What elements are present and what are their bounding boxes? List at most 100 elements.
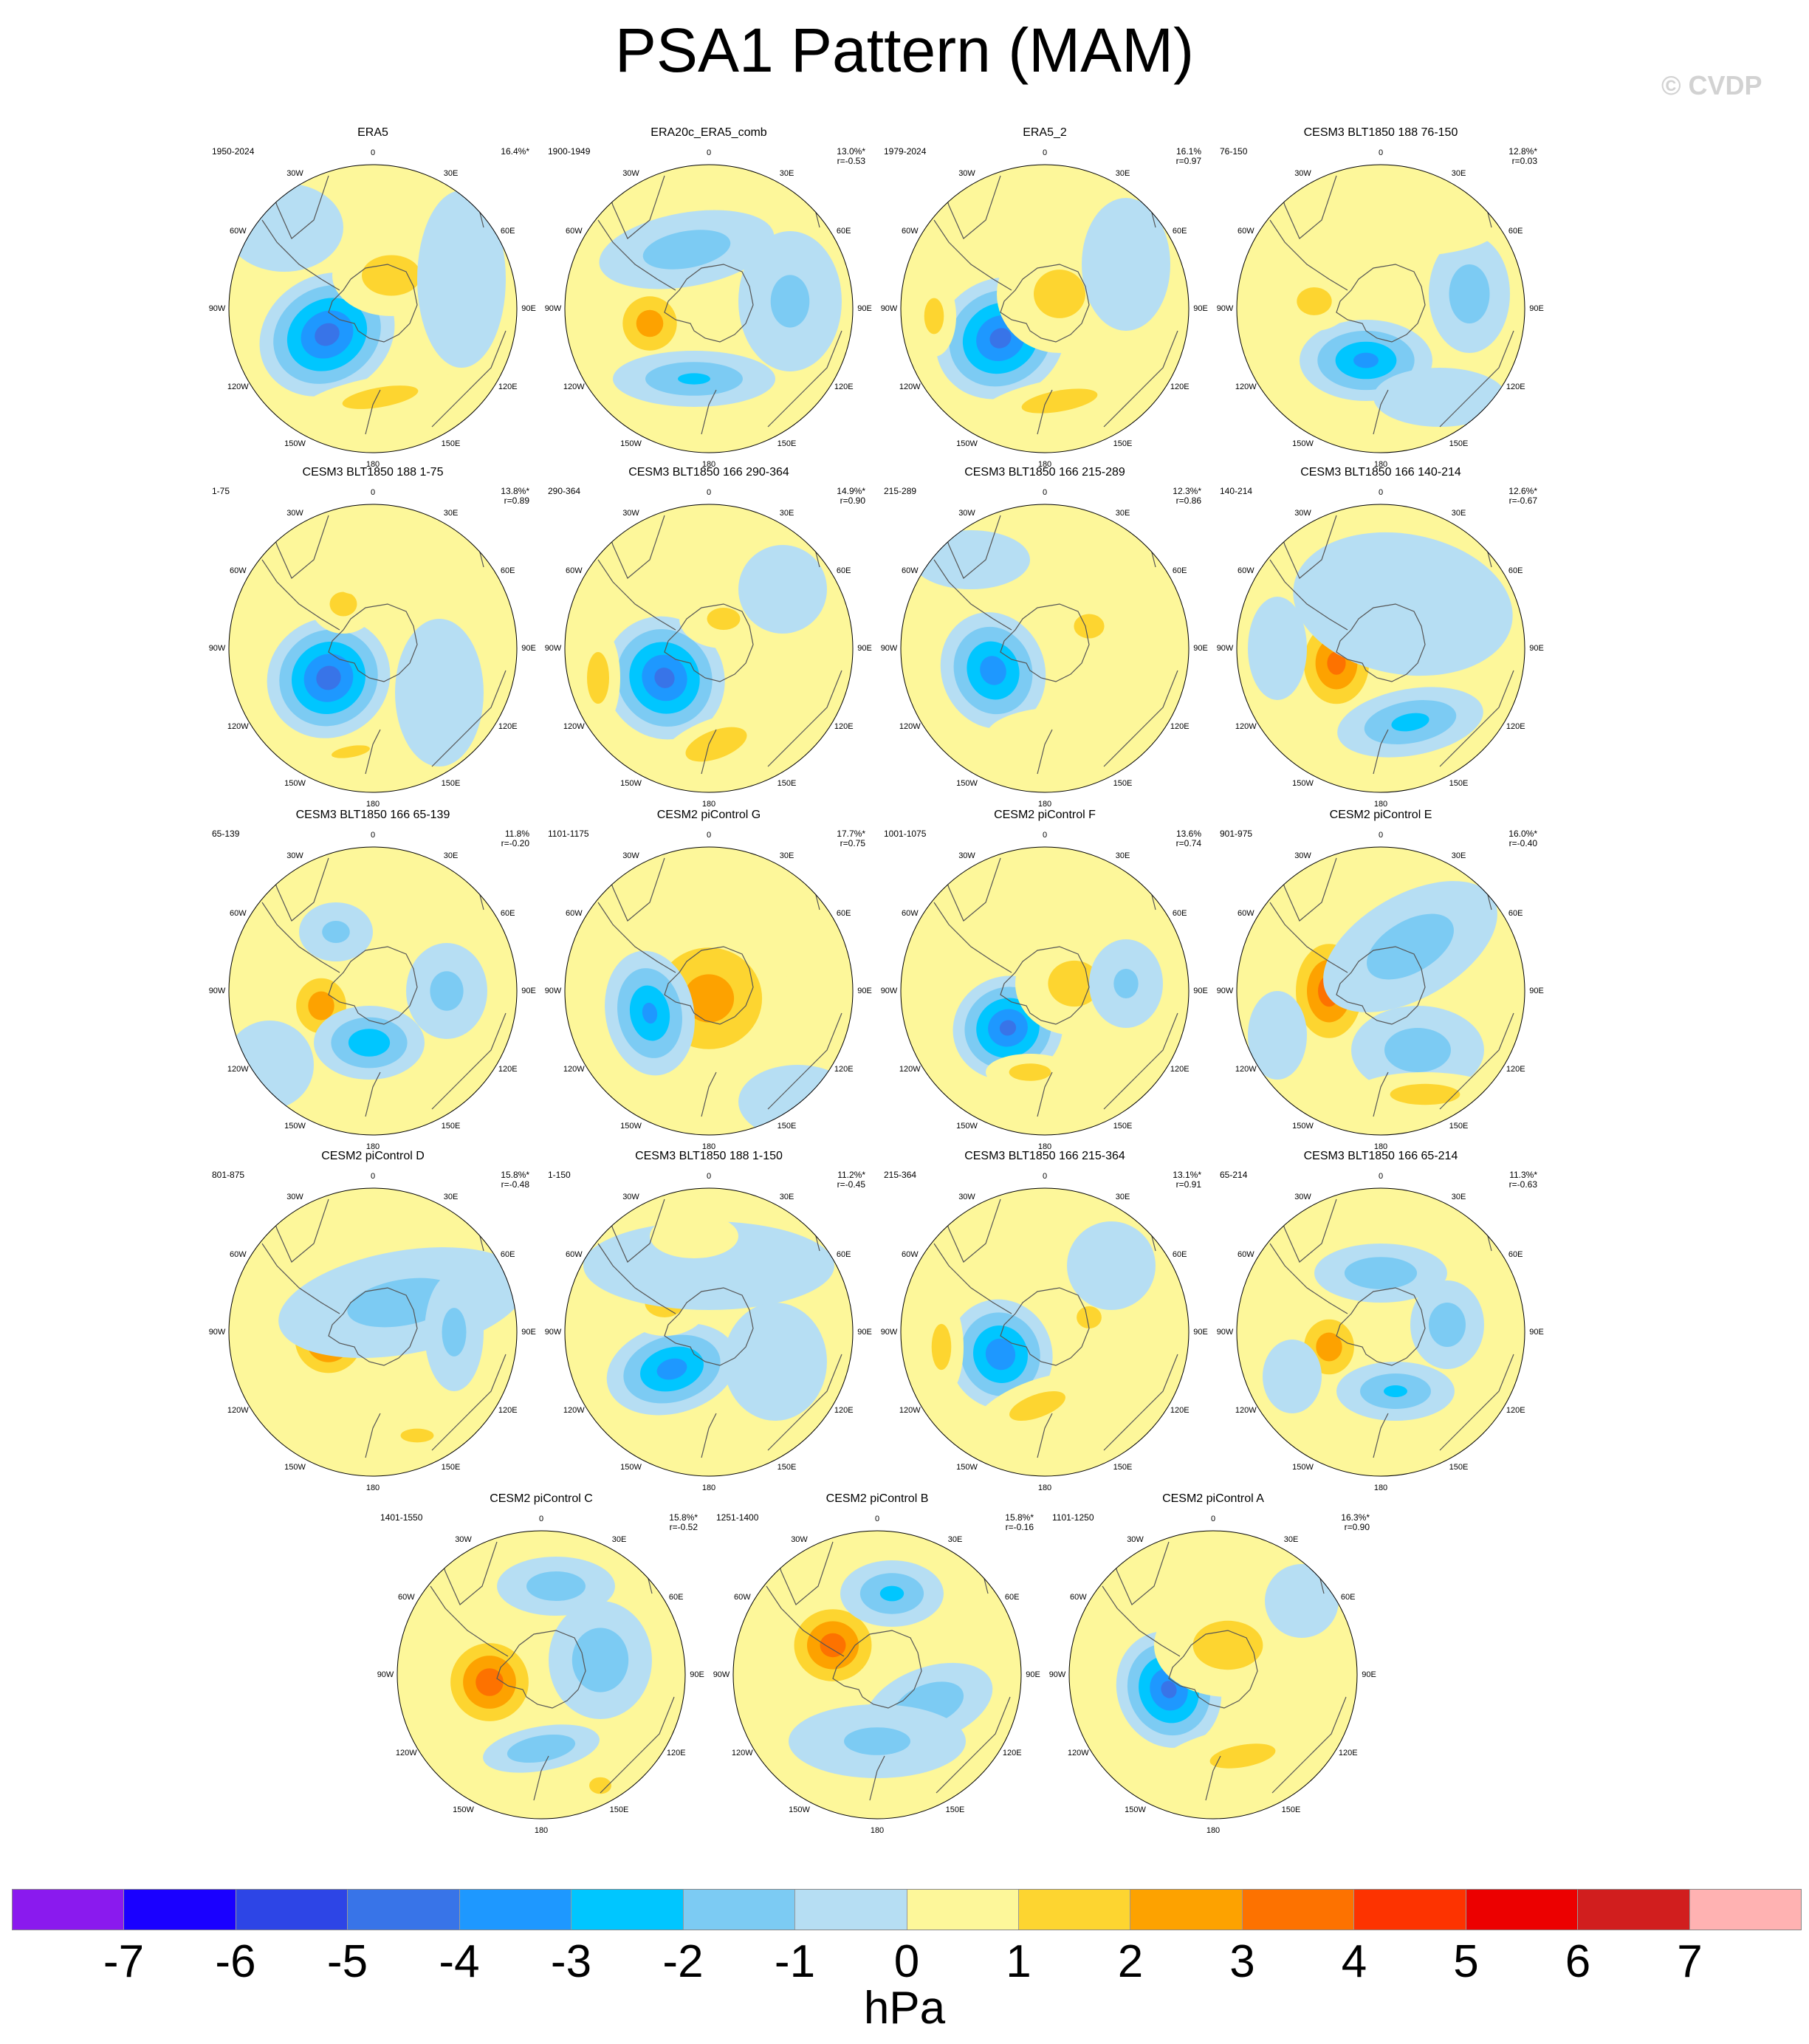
low-pressure-anomaly <box>604 616 725 740</box>
longitude-label: 60W <box>565 1249 583 1259</box>
longitude-label: 120E <box>1002 1748 1022 1757</box>
longitude-label: 60E <box>836 226 851 236</box>
colorbar-tick-label: -6 <box>215 1936 256 1987</box>
coastline <box>533 1755 549 1801</box>
longitude-label: 0 <box>1042 488 1048 497</box>
longitude-label: 90W <box>544 304 562 313</box>
polar-map <box>228 164 518 453</box>
longitude-label: 150W <box>620 778 642 788</box>
contour-level <box>417 191 506 368</box>
map-panel: 0 30E 60E 90E 120E 150E 180 150W 120W 90W 60W 30W CE… <box>1217 466 1544 811</box>
longitude-label: 120W <box>899 382 921 391</box>
panel-variance: 16.3%* <box>1341 1512 1370 1523</box>
longitude-label: 90W <box>544 987 562 995</box>
panel-variance: 11.2%* <box>837 1170 865 1180</box>
low-pressure-anomaly <box>613 351 775 407</box>
low-pressure-anomaly <box>1336 1362 1455 1421</box>
high-pressure-anomaly <box>986 707 1133 766</box>
contour-level <box>636 309 664 337</box>
longitude-label: 150E <box>609 1805 629 1814</box>
longitude-label: 90E <box>1193 987 1208 995</box>
longitude-label: 30E <box>1451 169 1466 179</box>
coastline <box>1373 1071 1389 1117</box>
contour-level <box>879 1585 904 1602</box>
longitude-label: 120E <box>1506 382 1525 391</box>
longitude-label: 90W <box>544 644 562 653</box>
map-boundary <box>1236 504 1525 793</box>
coastline <box>261 902 340 973</box>
longitude-label: 30E <box>1451 509 1466 518</box>
colorbar-box <box>459 1890 572 1930</box>
coastline <box>1439 1012 1514 1110</box>
map-boundary <box>900 846 1190 1136</box>
longitude-label: 180 <box>1206 1826 1221 1835</box>
longitude-label: 30W <box>286 169 303 179</box>
longitude-label: 120W <box>395 1748 417 1757</box>
panel-variance: 16.4%* <box>501 146 529 157</box>
longitude-label: 120E <box>1506 1064 1525 1074</box>
map-boundary <box>397 1530 686 1820</box>
coastline <box>1269 902 1348 973</box>
longitude-label: 90W <box>208 644 226 653</box>
panel-title: CESM2 piControl C <box>490 1492 593 1505</box>
longitude-label: 120E <box>1170 721 1190 731</box>
polar-map <box>1236 846 1525 1136</box>
longitude-label: 180 <box>365 1142 380 1151</box>
longitude-label: 90E <box>857 1328 872 1337</box>
contour-level <box>678 373 710 385</box>
panel-correlation: r=0.03 <box>1511 156 1537 166</box>
panel-title: CESM3 BLT1850 166 215-364 <box>964 1150 1125 1162</box>
longitude-label: 150E <box>441 1462 461 1472</box>
panel-period: 1101-1250 <box>1052 1512 1094 1523</box>
contour-level <box>862 1789 951 1819</box>
longitude-label: 150W <box>1292 778 1314 788</box>
longitude-label: 0 <box>370 488 376 497</box>
low-pressure-anomaly <box>483 1724 600 1773</box>
contour-level <box>476 1668 504 1696</box>
colorbar-tick-label: 4 <box>1341 1936 1367 1987</box>
coastline <box>933 559 1012 631</box>
longitude-label: 90W <box>713 1670 730 1679</box>
high-pressure-anomaly <box>571 1763 630 1808</box>
panel-period: 801-875 <box>212 1170 245 1180</box>
polar-map <box>228 846 518 1136</box>
longitude-label: 150W <box>789 1805 810 1814</box>
contour-level <box>1344 1257 1418 1289</box>
longitude-label: 60E <box>836 908 851 918</box>
coastline <box>767 1012 842 1110</box>
polar-map <box>564 846 854 1136</box>
panel-correlation: r=-0.45 <box>837 1179 865 1190</box>
antarctica-coastline <box>664 264 754 343</box>
longitude-label: 90W <box>377 1670 394 1679</box>
low-pressure-anomaly <box>497 1557 615 1616</box>
contour-level <box>912 530 1030 589</box>
low-pressure-anomaly <box>299 902 373 961</box>
panel-period: 140-214 <box>1220 486 1253 496</box>
longitude-label: 90E <box>857 644 872 653</box>
antarctica-coastline <box>1336 1287 1426 1366</box>
colorbar <box>12 1889 1802 1930</box>
longitude-label: 30E <box>443 509 459 518</box>
map-panel: 0 30E 60E 90E 120E 150E 180 150W 120W 90W 60W 30W CE… <box>1217 1150 1544 1495</box>
contour-level <box>1067 1221 1156 1310</box>
contour-level <box>1021 388 1098 414</box>
contour-level <box>322 921 350 943</box>
map-boundary <box>1068 1530 1358 1820</box>
contour-level <box>589 1777 611 1794</box>
panel-period: 65-214 <box>1220 1170 1248 1180</box>
longitude-label: 150E <box>441 1121 461 1131</box>
polar-map <box>900 1187 1190 1477</box>
longitude-label: 60E <box>500 226 515 236</box>
longitude-label: 90E <box>857 987 872 995</box>
antarctica-coastline <box>496 1630 586 1709</box>
coastline <box>1373 729 1389 775</box>
panel-correlation: r=-0.48 <box>501 1179 529 1190</box>
longitude-label: 30E <box>611 1535 627 1545</box>
low-pressure-anomaly <box>1248 597 1307 700</box>
panel-title: ERA5 <box>357 126 388 139</box>
panel-correlation: r=-0.53 <box>837 156 865 166</box>
antarctica-coastline <box>664 1287 754 1366</box>
longitude-label: 150W <box>956 1462 978 1472</box>
contour-level <box>650 1214 738 1258</box>
longitude-label: 180 <box>365 800 380 809</box>
